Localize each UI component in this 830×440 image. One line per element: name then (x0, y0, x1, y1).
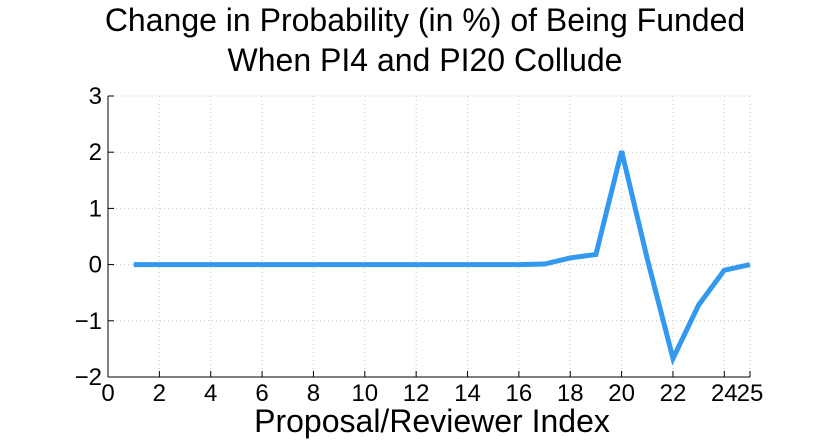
data-point (313, 264, 314, 265)
x-tick-label: 20 (608, 380, 635, 407)
x-tick-label: 24 (711, 380, 738, 407)
series-line (133, 150, 751, 366)
x-tick-label: 22 (660, 380, 687, 407)
y-tick-label: 3 (89, 83, 102, 110)
data-point (390, 264, 391, 265)
chart-title-line-2: When PI4 and PI20 Collude (228, 42, 623, 78)
y-tick-label: 1 (89, 195, 102, 222)
x-tick-label: 12 (403, 380, 430, 407)
data-point (339, 264, 340, 265)
chart-title: Change in Probability (in %) of Being Fu… (105, 2, 745, 78)
data-point (185, 264, 186, 265)
axes (107, 95, 751, 378)
data-point (210, 264, 211, 265)
data-point (647, 258, 648, 259)
x-axis-label: Proposal/Reviewer Index (254, 403, 610, 439)
x-tick-label: 0 (101, 380, 114, 407)
chart-title-line-1: Change in Probability (in %) of Being Fu… (105, 2, 745, 38)
y-tick-label: −1 (75, 308, 102, 335)
data-point (236, 264, 237, 265)
data-point (672, 358, 673, 359)
data-point (621, 151, 622, 152)
data-point (416, 264, 417, 265)
data-point (518, 264, 519, 265)
data-point (467, 264, 468, 265)
grid (108, 95, 751, 377)
data-point (364, 264, 365, 265)
x-tick-label: 2 (153, 380, 166, 407)
series-layer (133, 150, 751, 366)
y-tick-label: 0 (89, 252, 102, 279)
data-point (262, 264, 263, 265)
x-tick-label: 14 (454, 380, 481, 407)
x-tick-label: 4 (204, 380, 217, 407)
data-point (750, 264, 751, 265)
data-point (544, 264, 545, 265)
y-tick-label: −2 (75, 364, 102, 391)
data-point (570, 257, 571, 258)
data-point (287, 264, 288, 265)
x-tick-label: 10 (351, 380, 378, 407)
x-tick-label: 18 (557, 380, 584, 407)
data-point (493, 264, 494, 265)
x-tick-label: 25 (737, 380, 764, 407)
x-tick-label: 8 (307, 380, 320, 407)
x-tick-label: 16 (506, 380, 533, 407)
x-tick-label: 6 (255, 380, 268, 407)
data-point (133, 264, 134, 265)
data-point (698, 305, 699, 306)
y-tick-label: 2 (89, 139, 102, 166)
data-point (724, 270, 725, 271)
data-point (595, 254, 596, 255)
data-point (159, 264, 160, 265)
data-point (441, 264, 442, 265)
